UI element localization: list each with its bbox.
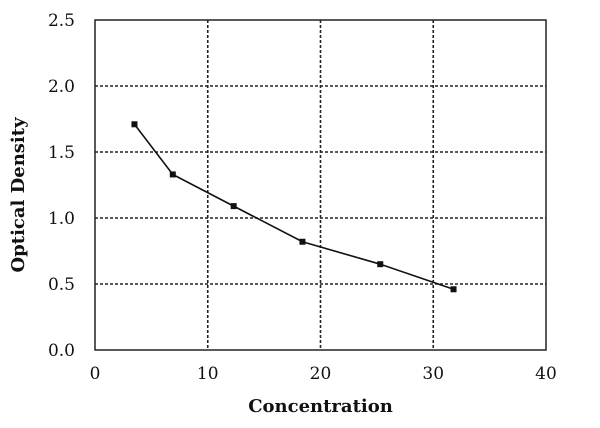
y-tick-label-2: 1.0 [48, 209, 75, 229]
x-tick-label-4: 40 [535, 364, 557, 384]
x-tick-label-2: 20 [310, 364, 332, 384]
data-point-0-1 [169, 171, 176, 178]
x-axis-title: Concentration [248, 396, 393, 417]
data-point-0-4 [377, 261, 384, 268]
series-layer [131, 121, 457, 293]
data-point-0-0 [131, 121, 138, 128]
data-point-0-3 [299, 238, 306, 245]
plot-area-frame [94, 19, 547, 351]
y-tick-label-1: 0.5 [48, 275, 75, 295]
series-line-0 [133, 123, 454, 291]
x-tick-label-1: 10 [197, 364, 219, 384]
x-tick-label-0: 0 [90, 364, 101, 384]
y-tick-label-3: 1.5 [48, 143, 75, 163]
grid-layer [95, 20, 546, 350]
data-point-0-2 [230, 203, 237, 210]
data-point-0-5 [450, 286, 457, 293]
x-tick-label-3: 30 [422, 364, 444, 384]
y-axis-title: Optical Density [8, 117, 29, 273]
y-tick-label-5: 2.5 [48, 11, 75, 31]
y-tick-label-0: 0.0 [48, 341, 75, 361]
tick-labels: 0 10 20 30 40 0.0 0.5 1.0 1.5 2.0 2.5 [48, 11, 557, 384]
y-tick-label-4: 2.0 [48, 77, 75, 97]
